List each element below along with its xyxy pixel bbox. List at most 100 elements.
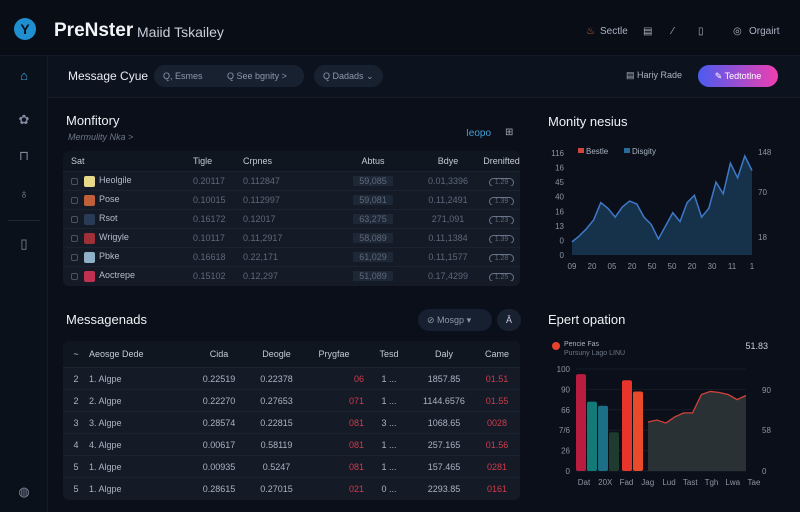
row-name: Aoctrepe <box>99 270 136 281</box>
bar[interactable] <box>609 432 619 471</box>
cell: 0.16172 <box>193 214 226 224</box>
cell: 0.17,4299 <box>427 271 469 281</box>
x-tick-label: 11 <box>728 262 737 271</box>
x-tick-label: 30 <box>708 262 717 271</box>
cell: 0.20117 <box>193 176 225 186</box>
brand-subtitle: Maiid Tskailey <box>137 24 224 40</box>
table-row[interactable]: 2 2. Algpe 0.22270 0.27653 071 1 ... 1144.6576… <box>63 389 520 411</box>
messages-filter-dropdown[interactable]: ⊘ Mosgp ▾ <box>418 309 492 331</box>
row-checkbox[interactable] <box>71 196 78 204</box>
search-input[interactable]: Q, Esmes Q See bgnity > <box>154 65 304 87</box>
area-fill <box>572 155 752 255</box>
y-tick-label: 7/6 <box>559 426 571 435</box>
table-row[interactable]: 4 4. Algpe 0.00617 0.58119 081 1 ... 257.165 01… <box>63 433 520 455</box>
table-row[interactable]: 2 1. Algpe 0.22519 0.22378 06 1 ... 1857.85 01.… <box>63 367 520 389</box>
bar[interactable] <box>587 401 597 471</box>
y-tick-label: 66 <box>561 406 570 415</box>
clipboard-icon[interactable]: ▤ <box>643 26 653 37</box>
cell: 1. Algpe <box>89 373 122 384</box>
row-checkbox[interactable] <box>71 177 78 185</box>
table-header: Sat Tigle Crpnes Abtus Bdye Drenifted <box>63 151 520 171</box>
column-header[interactable]: Cida <box>209 349 229 359</box>
cell: 0028 <box>486 417 508 428</box>
cell: 2293.85 <box>427 483 461 494</box>
column-header[interactable]: ~ <box>73 349 79 359</box>
thumbnail <box>84 175 95 187</box>
table-row[interactable]: Wrigyle 0.10117 0.11,2917 58,089 0.11,13… <box>63 228 520 247</box>
x-tick-label: Dat <box>578 478 591 487</box>
column-header[interactable]: Daly <box>434 349 453 359</box>
row-checkbox[interactable] <box>71 234 78 242</box>
bar[interactable] <box>576 374 586 471</box>
table-row[interactable]: 5 1. Algpe 0.28615 0.27015 021 0 ... 2293.85 01… <box>63 477 520 499</box>
primary-action-button[interactable]: ✎ Tedtotlne <box>698 65 778 87</box>
inbox-icon[interactable]: ⌂ <box>20 68 28 83</box>
table-row[interactable]: Pose 0.10015 0.112997 59,081 0.11,2491 1… <box>63 190 520 209</box>
table-row[interactable]: 5 1. Algpe 0.00935 0.5247 081 1 ... 157.465 028… <box>63 455 520 477</box>
table-row[interactable]: Rsot 0.16172 0.12017 63,275 271,091 1.23 <box>63 209 520 228</box>
y-right-tick-label: 148 <box>758 148 772 157</box>
column-header[interactable]: Prygfae <box>318 349 350 359</box>
column-header[interactable]: Aeosge Dede <box>89 349 144 359</box>
cell: 01.55 <box>485 395 509 406</box>
series-line <box>571 153 753 243</box>
bar[interactable] <box>633 391 643 471</box>
y-right-tick-label: 90 <box>762 386 771 395</box>
bar[interactable] <box>598 405 608 471</box>
gear-icon[interactable]: ✿ <box>18 112 30 127</box>
document-icon[interactable]: ▯ <box>20 236 28 251</box>
grid-icon[interactable]: ⊞ <box>505 127 514 138</box>
cell: 0.112997 <box>243 195 280 205</box>
search-secondary[interactable]: Q See bgnity > <box>227 71 287 81</box>
row-checkbox[interactable] <box>71 253 78 261</box>
cell: 0.27015 <box>260 483 293 494</box>
breadcrumb[interactable]: Mermulity Nka > <box>68 132 134 142</box>
column-header[interactable]: Abtus <box>361 156 385 166</box>
column-header[interactable]: Sat <box>71 156 85 166</box>
pen-icon[interactable]: ⁄ <box>672 26 674 37</box>
column-header[interactable]: Tigle <box>193 156 213 166</box>
column-header[interactable]: Bdye <box>437 156 459 166</box>
row-checkbox[interactable] <box>71 272 78 280</box>
table-row[interactable]: Pbke 0.16618 0.22,171 61,029 0.11,1577 1… <box>63 247 520 266</box>
messages-filter-label: Mosgp <box>437 315 465 325</box>
bar[interactable] <box>622 380 632 471</box>
column-header[interactable]: Came <box>484 349 509 359</box>
filter-dropdown[interactable]: Q Dadads ⌄ <box>314 65 383 87</box>
row-checkbox[interactable] <box>71 215 78 223</box>
table-row[interactable]: 3 3. Algpe 0.28574 0.22815 081 3 ... 1068.65 00… <box>63 411 520 433</box>
cell: 081 <box>348 461 364 472</box>
pin-icon[interactable]: ♁ <box>19 186 29 201</box>
column-header[interactable]: Crpnes <box>243 156 273 166</box>
cell: 0.22,171 <box>243 252 279 262</box>
legend-dot <box>552 342 560 350</box>
phone-icon[interactable]: ▯ <box>698 26 704 37</box>
flame-icon[interactable]: ♨ <box>586 26 595 37</box>
table-row[interactable]: Aoctrepe 0.15102 0.12,297 51,089 0.17,42… <box>63 266 520 285</box>
search-placeholder: Q, Esmes <box>163 71 203 81</box>
column-header[interactable]: Tesd <box>379 349 399 359</box>
organization-link[interactable]: Orgairt <box>749 26 780 37</box>
monitory-link[interactable]: Ieopo <box>466 128 492 139</box>
sort-icon[interactable]: Ā <box>497 309 521 331</box>
status-badge: 1.28 <box>488 254 515 262</box>
right-link[interactable]: ▤ Hariy Rade <box>626 70 683 80</box>
cell: 5 <box>73 483 79 494</box>
sectle-link[interactable]: Sectle <box>600 26 628 37</box>
column-header[interactable]: Drenifted <box>483 156 520 166</box>
cell: 0.00935 <box>202 461 236 472</box>
x-tick-label: 50 <box>668 262 677 271</box>
cell: 0.16618 <box>193 252 226 262</box>
chart1-title: Monity nesius <box>548 114 628 129</box>
settings-icon[interactable]: ◎ <box>733 26 742 37</box>
globe-icon[interactable]: ◍ <box>18 484 30 499</box>
cell: 3 ... <box>381 417 397 428</box>
lock-icon[interactable]: ⊓ <box>18 148 30 163</box>
table-row[interactable]: Heolgile 0.20117 0.112847 59,085 0.01,33… <box>63 171 520 190</box>
y-tick-label: 13 <box>555 222 564 231</box>
y-tick-label: 40 <box>555 193 564 202</box>
column-header[interactable]: Deogle <box>262 349 291 359</box>
cell: 0.5247 <box>262 461 291 472</box>
cell: 2 <box>73 395 79 406</box>
